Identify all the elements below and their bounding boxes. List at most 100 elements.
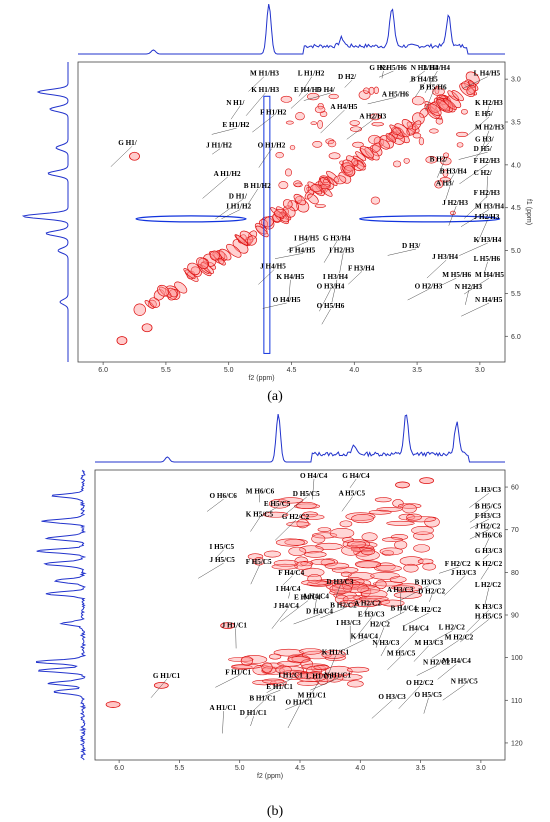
- annotation-leader: [326, 655, 336, 678]
- peak-label: E H4/C4: [294, 594, 321, 602]
- cross-peak: [351, 514, 374, 524]
- cross-peak: [351, 597, 381, 608]
- annotation-leader: [415, 82, 425, 98]
- annotation-leader: [258, 269, 275, 285]
- annotation-leader: [384, 611, 405, 623]
- peak-label: M H2/C2: [445, 633, 474, 641]
- cross-peak: [418, 137, 425, 146]
- cross-peak: [278, 181, 289, 190]
- peak-label: G H2/: [369, 64, 389, 72]
- cross-peak: [361, 548, 375, 556]
- peak-label: B H4/C4: [390, 605, 417, 613]
- peak-label: J H3/C3: [451, 569, 477, 577]
- cross-peak: [326, 176, 338, 186]
- annotation-leader: [262, 302, 287, 309]
- cross-peak: [310, 184, 323, 192]
- cross-peak: [273, 648, 304, 657]
- peak-label: F H2/H3: [474, 157, 501, 165]
- cross-peak: [406, 513, 422, 521]
- cross-peak: [361, 532, 378, 542]
- cross-peak: [350, 126, 362, 132]
- peak-label: B H3/C3: [415, 579, 442, 587]
- cross-peak: [313, 673, 335, 683]
- annotation-leader: [245, 92, 266, 116]
- cross-peak: [413, 544, 430, 553]
- cross-peak: [129, 151, 140, 161]
- annotation-leader: [398, 685, 421, 709]
- cross-peak: [226, 243, 242, 258]
- annotation-leader: [310, 678, 339, 691]
- annotation-leader: [248, 188, 258, 204]
- y-tick-label: 4.0: [511, 162, 521, 169]
- annotation-leader: [482, 538, 490, 553]
- annotation-leader: [290, 92, 309, 109]
- x-axis-label: f2 (ppm): [248, 375, 274, 382]
- annotation-leader: [348, 271, 363, 285]
- peak-label: O H4/H5: [273, 296, 301, 304]
- annotation-leader: [250, 564, 260, 585]
- y-tick-label: 110: [511, 698, 522, 705]
- peak-label: M H6/C6: [246, 487, 275, 495]
- cross-peak: [231, 663, 262, 669]
- annotation-leader: [423, 697, 429, 714]
- peak-label: A H2/C2: [354, 600, 381, 608]
- peak-label: J H4/H5: [260, 263, 286, 271]
- y-tick-label: 4.5: [511, 205, 521, 212]
- cross-peak: [296, 518, 309, 529]
- peak-label: D H1/: [229, 192, 248, 200]
- cross-peak: [329, 527, 355, 539]
- annotation-leader: [303, 92, 331, 101]
- annotation-leader: [250, 716, 254, 727]
- annotation-leader: [266, 678, 293, 693]
- annotation-leader: [409, 70, 425, 83]
- cross-peak: [390, 534, 409, 540]
- peak-label: A H5/C5: [339, 490, 366, 498]
- peak-label: B H4/H5: [411, 76, 438, 84]
- peak-label: M H4/C4: [442, 657, 471, 665]
- cross-peak: [317, 527, 332, 532]
- cross-peak: [246, 235, 257, 246]
- cross-peak: [307, 193, 319, 205]
- annotation-leader: [280, 600, 309, 622]
- cross-peak: [240, 656, 253, 666]
- peak-label: O H2/H3: [415, 282, 443, 290]
- cross-peak: [149, 297, 161, 308]
- cross-peak: [382, 537, 404, 543]
- y-tick-label: 90: [511, 613, 519, 620]
- annotation-leader: [298, 76, 312, 97]
- peak-label: A H5/H6: [382, 90, 409, 98]
- peak-label: M H5/H6: [442, 271, 471, 279]
- cross-peak: [284, 168, 292, 177]
- cross-peak: [262, 678, 285, 684]
- cross-peak: [294, 182, 303, 188]
- annotation-leader: [214, 549, 224, 560]
- annotation-leader: [344, 80, 353, 88]
- peak-label: K H2/C2: [475, 560, 503, 568]
- annotation-leader: [346, 119, 374, 140]
- peak-label: M H2/H3: [475, 124, 504, 132]
- annotation-leader: [475, 142, 490, 158]
- cross-peak: [429, 128, 439, 134]
- peak-label: G H4/C4: [342, 472, 370, 480]
- annotation-leader: [250, 517, 260, 532]
- cross-peak: [324, 654, 346, 662]
- peak-label: O H5/H6: [317, 302, 345, 310]
- cross-peak: [270, 207, 284, 219]
- peak-label: B H1/C1: [249, 694, 276, 702]
- annotation-leader: [380, 645, 387, 657]
- peak-label: K H4/C4: [351, 632, 379, 640]
- panel-b: 6.0 5.5 5.0 4.5 4.0 3.5 3.0 60 70 80 90 100 110 120 f2…: [0, 410, 550, 822]
- annotation-leader: [446, 174, 454, 186]
- peak-label: K H1/C1: [322, 649, 350, 657]
- annotation-leader: [460, 209, 490, 227]
- peak-label: I H2/H3: [329, 246, 354, 254]
- peak-label: D H5/: [474, 145, 493, 153]
- cross-peak: [324, 562, 350, 570]
- peak-label: F H4/C4: [278, 569, 304, 577]
- cross-peak: [375, 579, 387, 590]
- annotation-leader: [215, 199, 243, 220]
- x-tick-label: 3.0: [475, 367, 485, 374]
- cross-peak: [248, 230, 258, 240]
- peak-label: J H2/C2: [475, 522, 501, 530]
- annotation-leader: [212, 148, 221, 155]
